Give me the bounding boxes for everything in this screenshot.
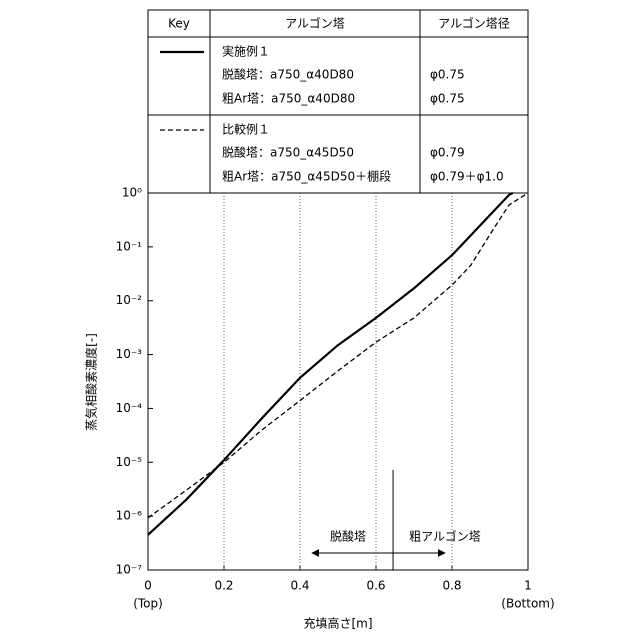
annotation: 脱酸塔 — [330, 529, 366, 544]
annotation: 粗アルゴン塔 — [409, 529, 481, 544]
table-cell: 脱酸塔：a750_α45D50 — [222, 145, 354, 160]
table-header: アルゴン塔径 — [438, 16, 510, 31]
table-cell: φ0.79＋φ1.0 — [430, 170, 504, 184]
data-line — [148, 193, 528, 518]
y-tick-label: 10⁻⁶ — [116, 509, 143, 523]
table-cell: 脱酸塔：a750_α40D80 — [222, 67, 354, 82]
chart: 脱酸塔 粗アルゴン塔 充填高さ[m] (Top) (Bottom) 蒸気相酸素濃… — [0, 0, 640, 640]
y-tick-label: 10⁻⁵ — [116, 455, 143, 469]
x-tick-label: 0 — [144, 579, 152, 593]
x-end-label: (Top) — [133, 597, 163, 611]
data-line — [148, 193, 513, 535]
x-tick-label: 0.6 — [366, 579, 385, 593]
y-axis-title: 蒸気相酸素濃度[-] — [84, 333, 99, 431]
page: 脱酸塔 粗アルゴン塔 充填高さ[m] (Top) (Bottom) 蒸気相酸素濃… — [0, 0, 640, 640]
y-tick-label: 10⁻¹ — [116, 239, 143, 253]
x-tick-label: 0.2 — [214, 579, 233, 593]
table-cell: φ0.75 — [430, 92, 465, 106]
table-cell: 粗Ar塔：a750_α40D80 — [222, 92, 355, 106]
y-tick-label: 10⁰ — [122, 186, 142, 200]
table-cell: φ0.79 — [430, 146, 465, 160]
legend-name: 比較例１ — [222, 122, 270, 137]
y-tick-label: 10⁻⁴ — [116, 401, 143, 415]
legend-name: 実施例１ — [222, 44, 270, 59]
y-tick-label: 10⁻² — [116, 293, 143, 307]
x-tick-label: 0.8 — [442, 579, 461, 593]
table-cell: 粗Ar塔：a750_α45D50＋棚段 — [222, 169, 391, 184]
plot-frame — [148, 193, 528, 570]
table-cell: φ0.75 — [430, 68, 465, 82]
x-tick-label: 1 — [524, 579, 532, 593]
x-axis-title: 充填高さ[m] — [303, 616, 372, 631]
table-header: Key — [168, 17, 190, 31]
y-tick-label: 10⁻³ — [116, 347, 143, 361]
x-end-label: (Bottom) — [501, 597, 554, 611]
x-tick-label: 0.4 — [290, 579, 309, 593]
table-header: アルゴン塔 — [285, 16, 345, 31]
y-tick-label: 10⁻⁷ — [116, 563, 143, 577]
